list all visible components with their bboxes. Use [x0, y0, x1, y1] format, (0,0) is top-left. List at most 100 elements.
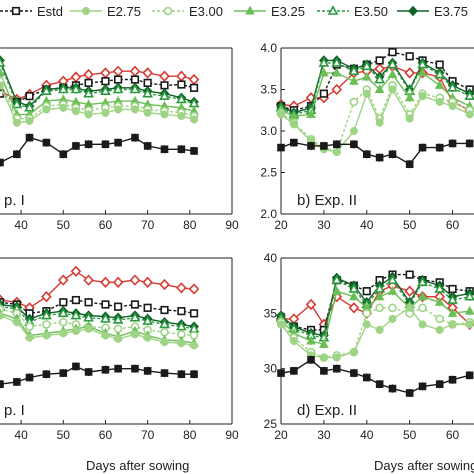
data-point-Estd: [130, 300, 140, 309]
data-point-Estd: [418, 382, 427, 391]
data-point-Estd: [319, 89, 328, 98]
x-tick-label: 60: [446, 428, 460, 442]
data-point-E2.75: [190, 115, 199, 124]
data-point-Estd: [435, 143, 444, 152]
legend-label: E3.75: [434, 4, 468, 19]
data-point-E3.25: [0, 67, 5, 77]
x-tick-label: 40: [360, 428, 374, 442]
legend-marker: [245, 5, 255, 15]
data-point-Estd: [320, 367, 328, 375]
data-point-Estd: [290, 138, 298, 147]
data-point-E3.25: [306, 335, 316, 345]
x-tick-label: 50: [403, 428, 417, 442]
data-point-E3.50: [464, 90, 474, 100]
data-point-E3.50: [100, 85, 111, 95]
data-point-Estd: [448, 139, 457, 148]
data-point-E3.50: [112, 83, 124, 94]
data-point-Estd: [332, 364, 341, 373]
data-point-E3.50: [70, 83, 82, 94]
data-point-Estd: [375, 380, 384, 388]
data-point-Estd: [177, 370, 186, 378]
data-point-Estd: [101, 77, 110, 86]
data-point-Estd: [59, 298, 68, 307]
series-line-E3.50-triangle-open: [280, 62, 471, 116]
legend-item: Estd: [0, 4, 63, 19]
data-point-E2.75: [130, 330, 139, 339]
data-point-E2.75: [362, 89, 371, 98]
data-point-red: [70, 71, 82, 83]
x-tick-label: 30: [317, 428, 331, 442]
data-point-Estd: [143, 78, 152, 87]
data-point-red: [331, 83, 343, 96]
legend-marker: [408, 5, 418, 17]
data-point-Estd: [13, 378, 21, 386]
data-point-red: [112, 65, 124, 77]
data-point-E3.50: [41, 309, 52, 320]
data-point-Estd: [388, 48, 397, 57]
data-point-red: [176, 70, 187, 82]
data-point-Estd: [189, 309, 199, 318]
data-point-E3.25: [349, 291, 359, 301]
data-point-E2.75: [0, 81, 4, 90]
data-point-E2.75: [405, 303, 414, 312]
panel-label: d) Exp. II: [297, 402, 357, 419]
data-point-E2.75: [190, 341, 199, 350]
x-tick-label: 90: [225, 218, 239, 232]
data-point-Estd: [465, 139, 474, 148]
x-tick-label: 80: [183, 218, 197, 232]
legend-label: E3.25: [271, 4, 305, 19]
data-point-Estd: [101, 140, 110, 149]
data-point-E3.50: [417, 58, 428, 69]
data-point-E3.25: [434, 80, 445, 89]
y-tick-label: 3.5: [260, 83, 277, 97]
data-point-E3.50: [83, 87, 94, 98]
data-point-E2.75: [177, 339, 186, 348]
panel-label: b) Exp. II: [297, 192, 357, 209]
data-point-Estd: [84, 298, 93, 307]
data-point-Estd: [190, 147, 198, 155]
data-point-Estd: [71, 295, 81, 305]
data-point-E2.75: [143, 333, 152, 342]
data-point-Estd: [405, 52, 414, 61]
panel-a: 40 50 60 70 80 90 p. I: [0, 47, 239, 232]
data-point-Estd: [160, 305, 169, 315]
data-point-Estd: [350, 369, 358, 377]
data-point-red: [83, 68, 94, 81]
data-point-red: [305, 298, 317, 311]
data-point-Estd: [362, 287, 371, 296]
data-point-Estd: [388, 384, 397, 393]
data-point-E2.75: [160, 110, 169, 119]
x-tick-label: 60: [446, 218, 460, 232]
panel-c: 40 50 60 70 80 90 p. I: [0, 257, 239, 442]
data-point-Estd: [25, 92, 34, 101]
data-point-E2.75: [435, 97, 444, 106]
data-point-E3.00: [435, 314, 444, 324]
data-point-E2.75: [332, 353, 341, 362]
y-tick-label: 35: [264, 306, 278, 320]
data-point-E3.00: [375, 303, 384, 313]
data-point-Estd: [42, 138, 51, 147]
data-point-Estd: [405, 389, 414, 397]
legend-item: E2.75: [70, 4, 141, 19]
data-point-Estd: [143, 142, 152, 150]
data-point-E3.00: [58, 317, 68, 327]
data-point-E3.50: [331, 274, 343, 284]
data-point-Estd: [143, 303, 152, 312]
y-tick-label: 2.5: [260, 166, 277, 180]
data-point-E2.75: [405, 114, 414, 123]
x-tick-label: 40: [14, 428, 28, 442]
data-point-Estd: [332, 140, 341, 149]
data-point-E2.75: [114, 334, 123, 343]
data-point-E3.00: [388, 303, 397, 313]
data-point-E2.75: [59, 103, 68, 112]
y-tick-label: 25: [264, 417, 278, 431]
data-point-E3.50: [57, 83, 69, 94]
data-point-E3.25: [374, 84, 385, 93]
data-point-red: [159, 70, 170, 82]
data-point-Estd: [350, 140, 358, 149]
panel-label: p. I: [4, 402, 25, 419]
data-point-Estd: [190, 370, 198, 378]
data-point-Estd: [84, 140, 93, 149]
data-point-E3.25: [349, 75, 359, 85]
data-point-Estd: [405, 160, 414, 168]
